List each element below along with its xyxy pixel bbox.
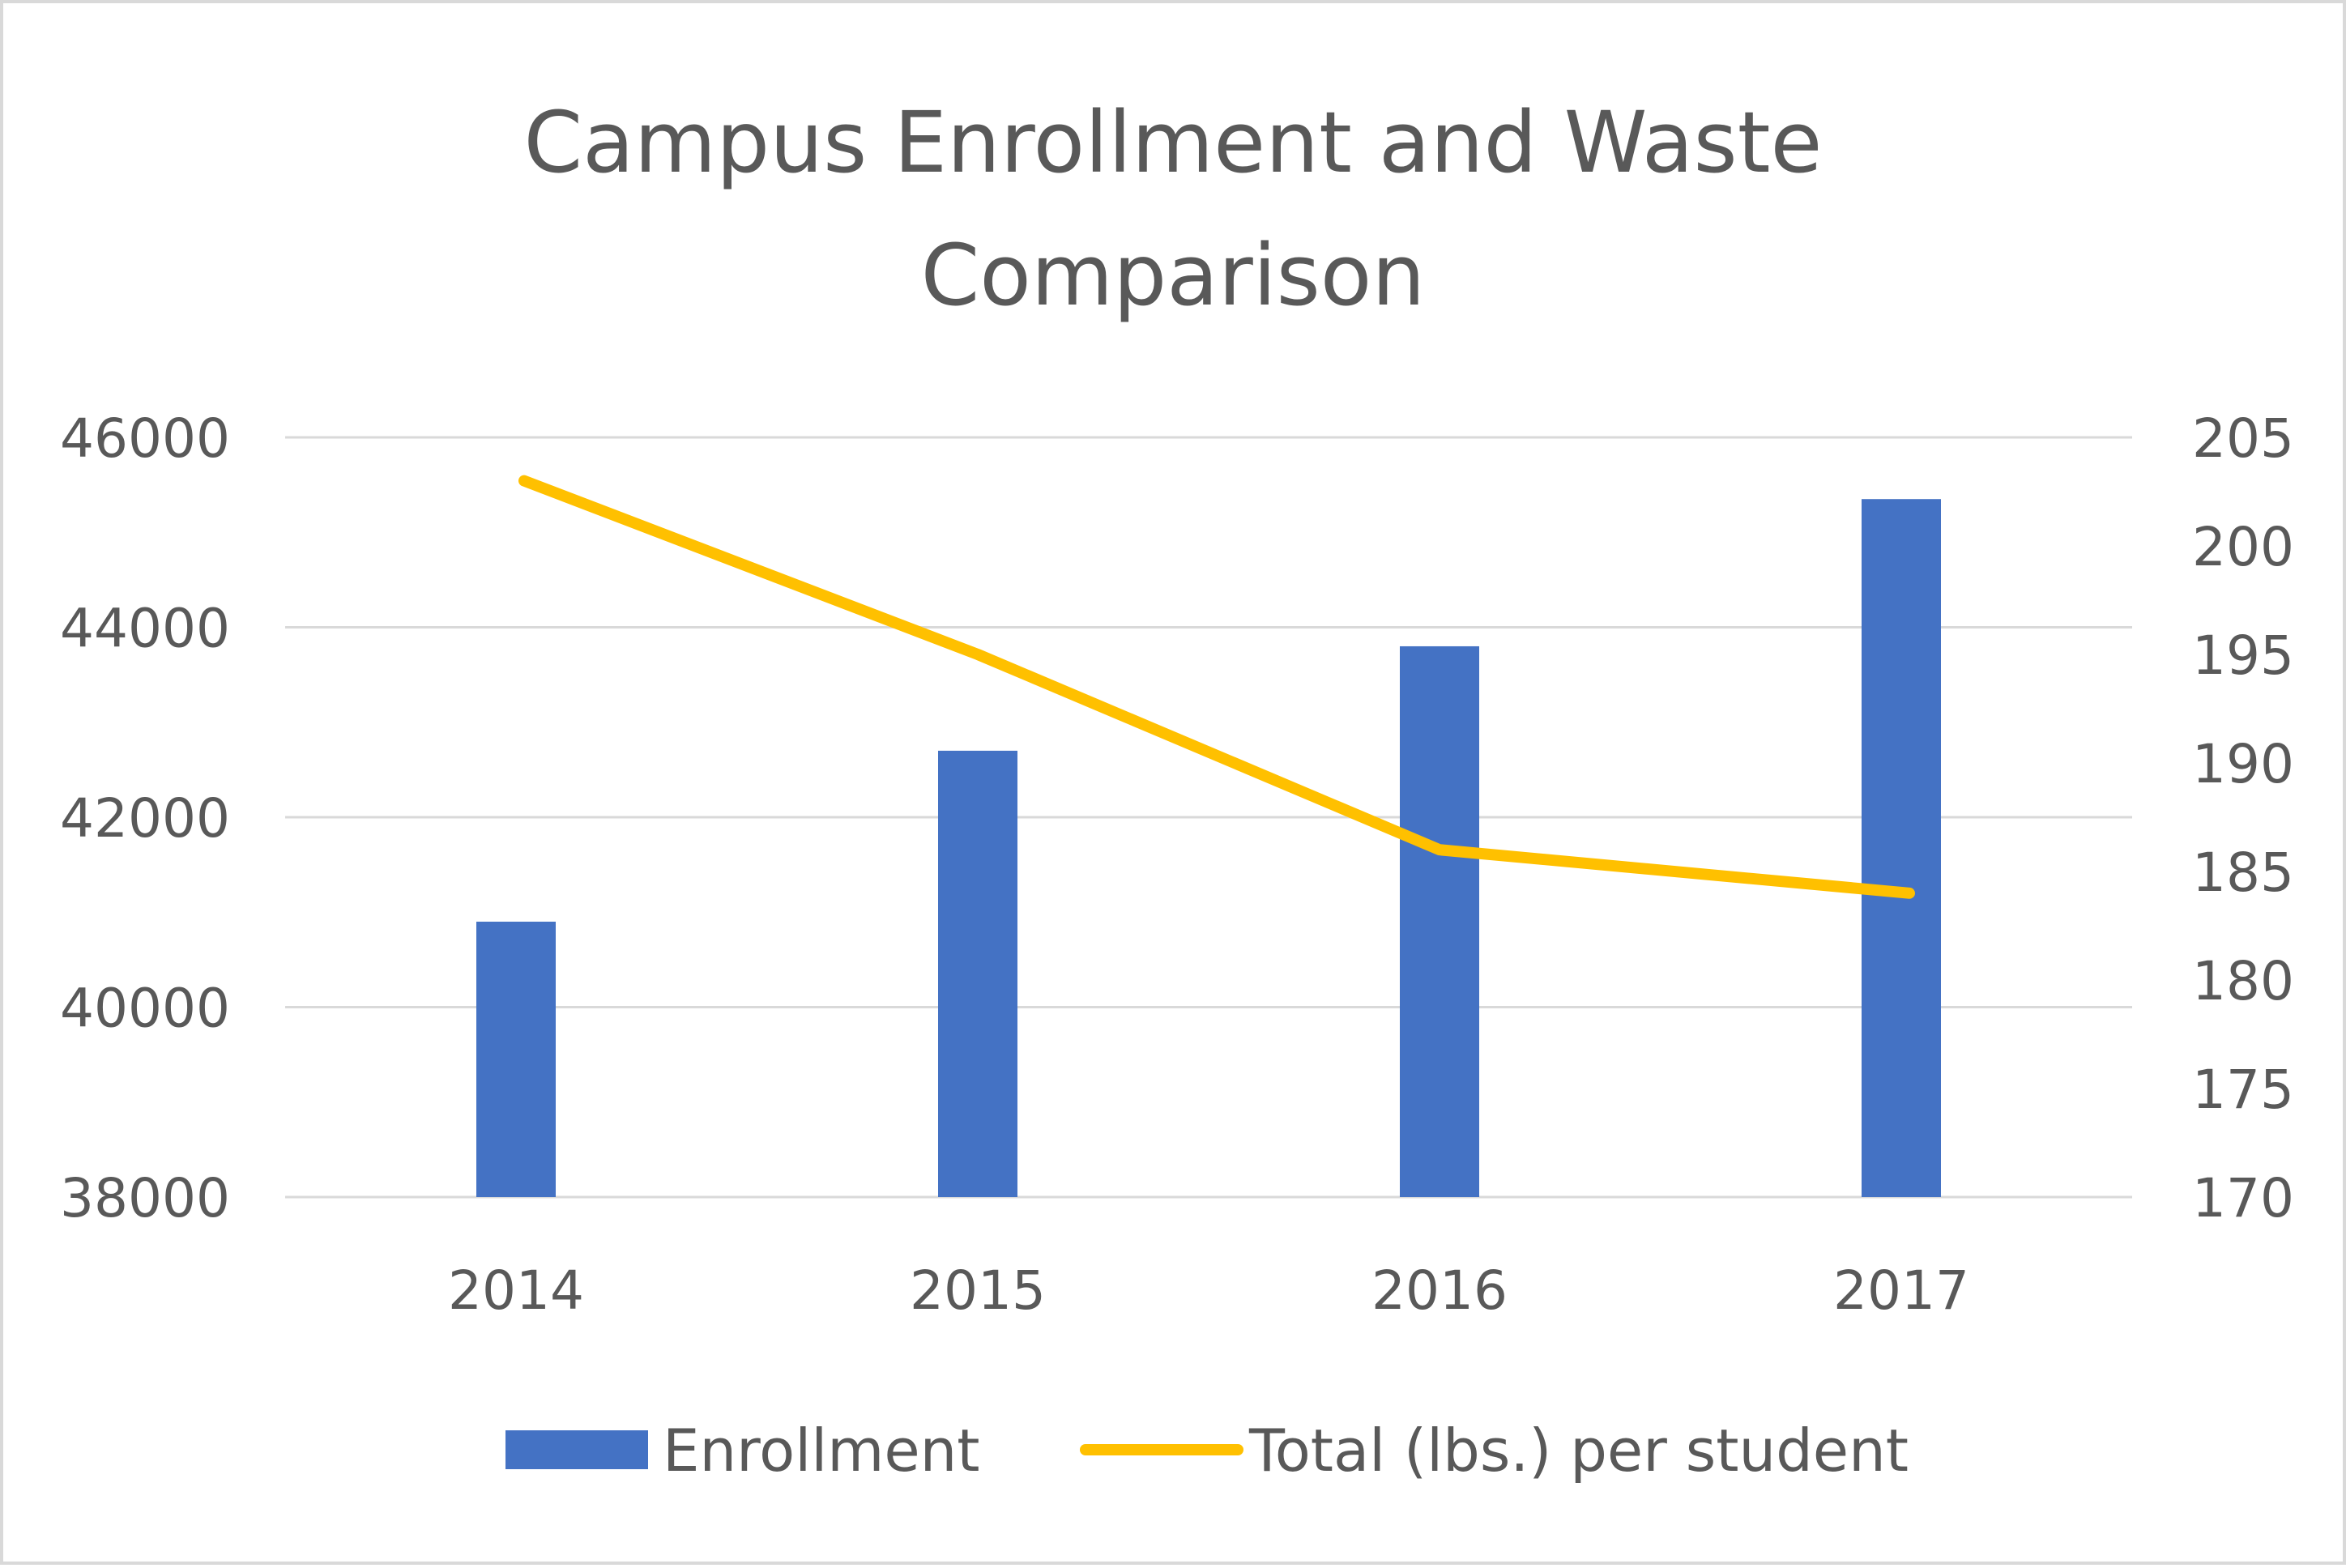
chart-svg: Campus Enrollment and Waste Comparison 3…	[60, 93, 2294, 1485]
right-axis-ticks: 170 175 180 185 190 195 200 205	[2192, 407, 2294, 1229]
right-tick-label: 175	[2192, 1059, 2294, 1121]
x-tick-label: 2016	[1371, 1259, 1508, 1322]
waste-line-series	[518, 475, 1915, 899]
left-tick-label: 44000	[60, 598, 230, 660]
legend-label-enrollment: Enrollment	[663, 1417, 980, 1485]
legend: Enrollment Total (lbs.) per student	[505, 1417, 1909, 1485]
chart-title-line-1: Campus Enrollment and Waste	[524, 93, 1823, 192]
x-tick-label: 2017	[1833, 1259, 1969, 1322]
x-tick-label: 2015	[910, 1259, 1046, 1322]
enrollment-bar	[938, 750, 1017, 1197]
left-tick-label: 40000	[60, 978, 230, 1040]
chart-title-line-2: Comparison	[921, 226, 1426, 325]
left-tick-label: 38000	[60, 1167, 230, 1229]
enrollment-bar	[1862, 499, 1941, 1197]
legend-swatch-enrollment	[505, 1430, 648, 1469]
right-tick-label: 170	[2192, 1167, 2294, 1229]
x-tick-label: 2014	[448, 1259, 584, 1322]
enrollment-bar	[1400, 646, 1479, 1197]
waste-per-student-line	[518, 475, 1915, 899]
right-tick-label: 205	[2192, 407, 2294, 470]
gridlines	[285, 436, 2132, 1199]
right-tick-label: 200	[2192, 516, 2294, 578]
enrollment-bar	[476, 921, 556, 1197]
left-tick-label: 46000	[60, 407, 230, 470]
enrollment-bars	[476, 499, 1941, 1197]
left-axis-ticks: 38000 40000 42000 44000 46000	[60, 407, 230, 1229]
right-tick-label: 195	[2192, 624, 2294, 687]
right-tick-label: 185	[2192, 842, 2294, 904]
right-tick-label: 190	[2192, 733, 2294, 795]
legend-label-waste-per-student: Total (lbs.) per student	[1248, 1417, 1909, 1485]
right-tick-label: 180	[2192, 950, 2294, 1012]
x-axis-ticks: 2014 2015 2016 2017	[448, 1259, 1969, 1322]
left-tick-label: 42000	[60, 787, 230, 850]
